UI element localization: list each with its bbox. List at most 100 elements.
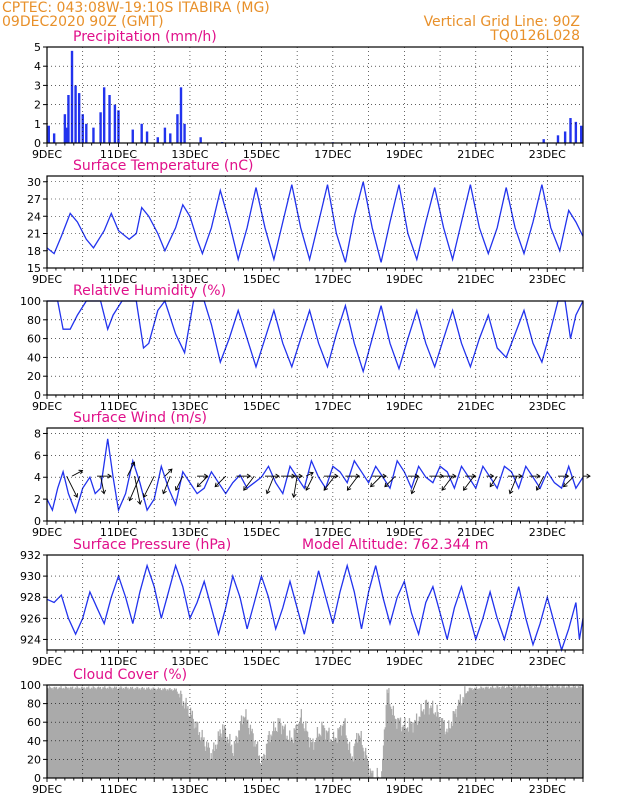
cloud-bar-262: [281, 734, 283, 778]
cloud-bar-340: [350, 758, 353, 778]
cloud-bar-122: [155, 690, 158, 778]
cloud-bar-155: [185, 697, 187, 778]
cloud-bar-514: [506, 686, 508, 778]
cloud-bar-555: [542, 686, 545, 778]
wind-xtick-label-1: 11DEC: [100, 526, 137, 539]
cloud-bar-232: [254, 740, 256, 778]
cloud-bar-511: [503, 685, 505, 778]
wind-vector-29: [384, 475, 396, 488]
cloud-bar-55: [96, 689, 98, 778]
wind-vector-head-42: [535, 486, 541, 491]
cloud-bar-414: [416, 724, 419, 778]
cloud-bar-25: [69, 687, 71, 778]
cloud-bar-29: [72, 688, 75, 778]
cloud-cover-xtick-label-7: 23DEC: [529, 783, 566, 796]
pressure-xtick-label-4: 17DEC: [314, 655, 351, 668]
cloud-bar-241: [262, 760, 264, 778]
cloud-bar-169: [197, 735, 200, 778]
cloud-bar-196: [222, 724, 224, 778]
wind-vector-31: [410, 475, 420, 495]
cloud-bar-258: [277, 718, 279, 778]
cloud-bar-166: [195, 727, 197, 778]
cloud-bar-588: [572, 686, 574, 778]
cloud-bar-61: [101, 688, 103, 778]
pressure-xtick-label-5: 19DEC: [386, 655, 423, 668]
cloud-bar-320: [332, 731, 335, 778]
cloud-bar-42: [84, 689, 86, 778]
cloud-bar-332: [343, 720, 345, 778]
cloud-bar-240: [261, 756, 263, 778]
cloud-bar-554: [541, 687, 544, 778]
cloud-bar-118: [152, 687, 154, 778]
cloud-bar-496: [490, 687, 492, 778]
cloud-bar-114: [148, 688, 151, 778]
cloud-bar-73: [112, 689, 114, 778]
cloud-bar-384: [390, 706, 392, 778]
precipitation-xtick-label-4: 17DEC: [314, 148, 351, 161]
precipitation-panel: 0 1 2 3 4 5 9DEC 11DEC 13DEC 15DEC 17DEC 19DEC 21DEC…: [32, 29, 584, 161]
cloud-bar-324: [336, 742, 338, 778]
wind-vector-head-39: [518, 473, 523, 479]
pressure-xtick-label-1: 11DEC: [100, 655, 137, 668]
cloud-bar-406: [409, 721, 411, 778]
cloud-bar-359: [367, 762, 369, 778]
cloud-bar-84: [122, 689, 124, 778]
wind-vector-10: [174, 475, 184, 491]
cloud-bar-110: [145, 689, 147, 778]
precipitation-xtick-label-2: 13DEC: [171, 148, 208, 161]
cloud-bar-497: [490, 687, 493, 778]
wind-vector-shaft-31: [411, 475, 420, 494]
cloud-bar-385: [390, 708, 393, 778]
cloud-bar-559: [546, 686, 548, 778]
cloud-bar-43: [85, 688, 87, 778]
cloud-bar-31: [74, 687, 76, 778]
wind-vector-head-40: [508, 489, 514, 495]
cloud-bar-103: [139, 688, 141, 778]
wind-vector-head-27: [382, 473, 388, 479]
cloud-bar-171: [199, 740, 202, 778]
cloud-bar-148: [179, 697, 181, 778]
wind-vector-3: [100, 476, 106, 495]
cloud-bar-88: [125, 686, 127, 778]
cloud-bar-36: [79, 687, 81, 778]
cloud-bar-252: [272, 731, 274, 778]
cloud-bar-556: [543, 688, 545, 778]
wind-vector-19: [288, 473, 304, 479]
cloud-bar-382: [388, 688, 390, 778]
cloud-bar-150: [181, 694, 183, 778]
cloud-bar-286: [302, 723, 304, 778]
cloud-bar-23: [67, 687, 69, 778]
cloud-bar-94: [130, 688, 133, 778]
temperature-ytick-label-0: 15: [27, 262, 41, 275]
cloud-bar-304: [318, 733, 320, 778]
cloud-bar-486: [481, 687, 483, 778]
cloud-bar-443: [442, 722, 445, 778]
cloud-bar-5: [51, 687, 53, 778]
humidity-xtick-label-1: 11DEC: [100, 400, 137, 413]
cloud-bar-145: [176, 691, 178, 778]
cloud-bar-378: [384, 727, 386, 778]
cloud-bar-192: [218, 735, 220, 778]
humidity-frame: [46, 300, 584, 396]
cloud-bar-441: [440, 718, 443, 778]
cloud-bar-451: [449, 728, 452, 778]
cloud-bar-106: [141, 686, 143, 778]
cloud-cover-xtick-label-1: 11DEC: [100, 783, 137, 796]
cloud-bar-445: [444, 734, 446, 778]
cloud-bar-553: [541, 685, 543, 778]
cloud-bar-566: [552, 686, 554, 778]
cloud-bar-567: [553, 688, 555, 778]
precip-bar-20: [163, 127, 167, 143]
wind-vector-head-14: [246, 473, 252, 479]
cloud-bar-67: [106, 687, 109, 778]
cloud-bar-71: [110, 688, 112, 778]
wind-vector-20: [291, 476, 298, 498]
cloud-bar-303: [317, 736, 319, 778]
cloud-bar-230: [252, 733, 254, 778]
wind-vector-12: [196, 475, 209, 488]
cloud-bar-144: [175, 688, 177, 778]
cloud-bar-575: [560, 687, 562, 778]
cloud-bar-227: [249, 724, 252, 778]
wind-vector-head-1: [78, 469, 84, 475]
pressure-xtick-label-0: 9DEC: [32, 655, 62, 668]
